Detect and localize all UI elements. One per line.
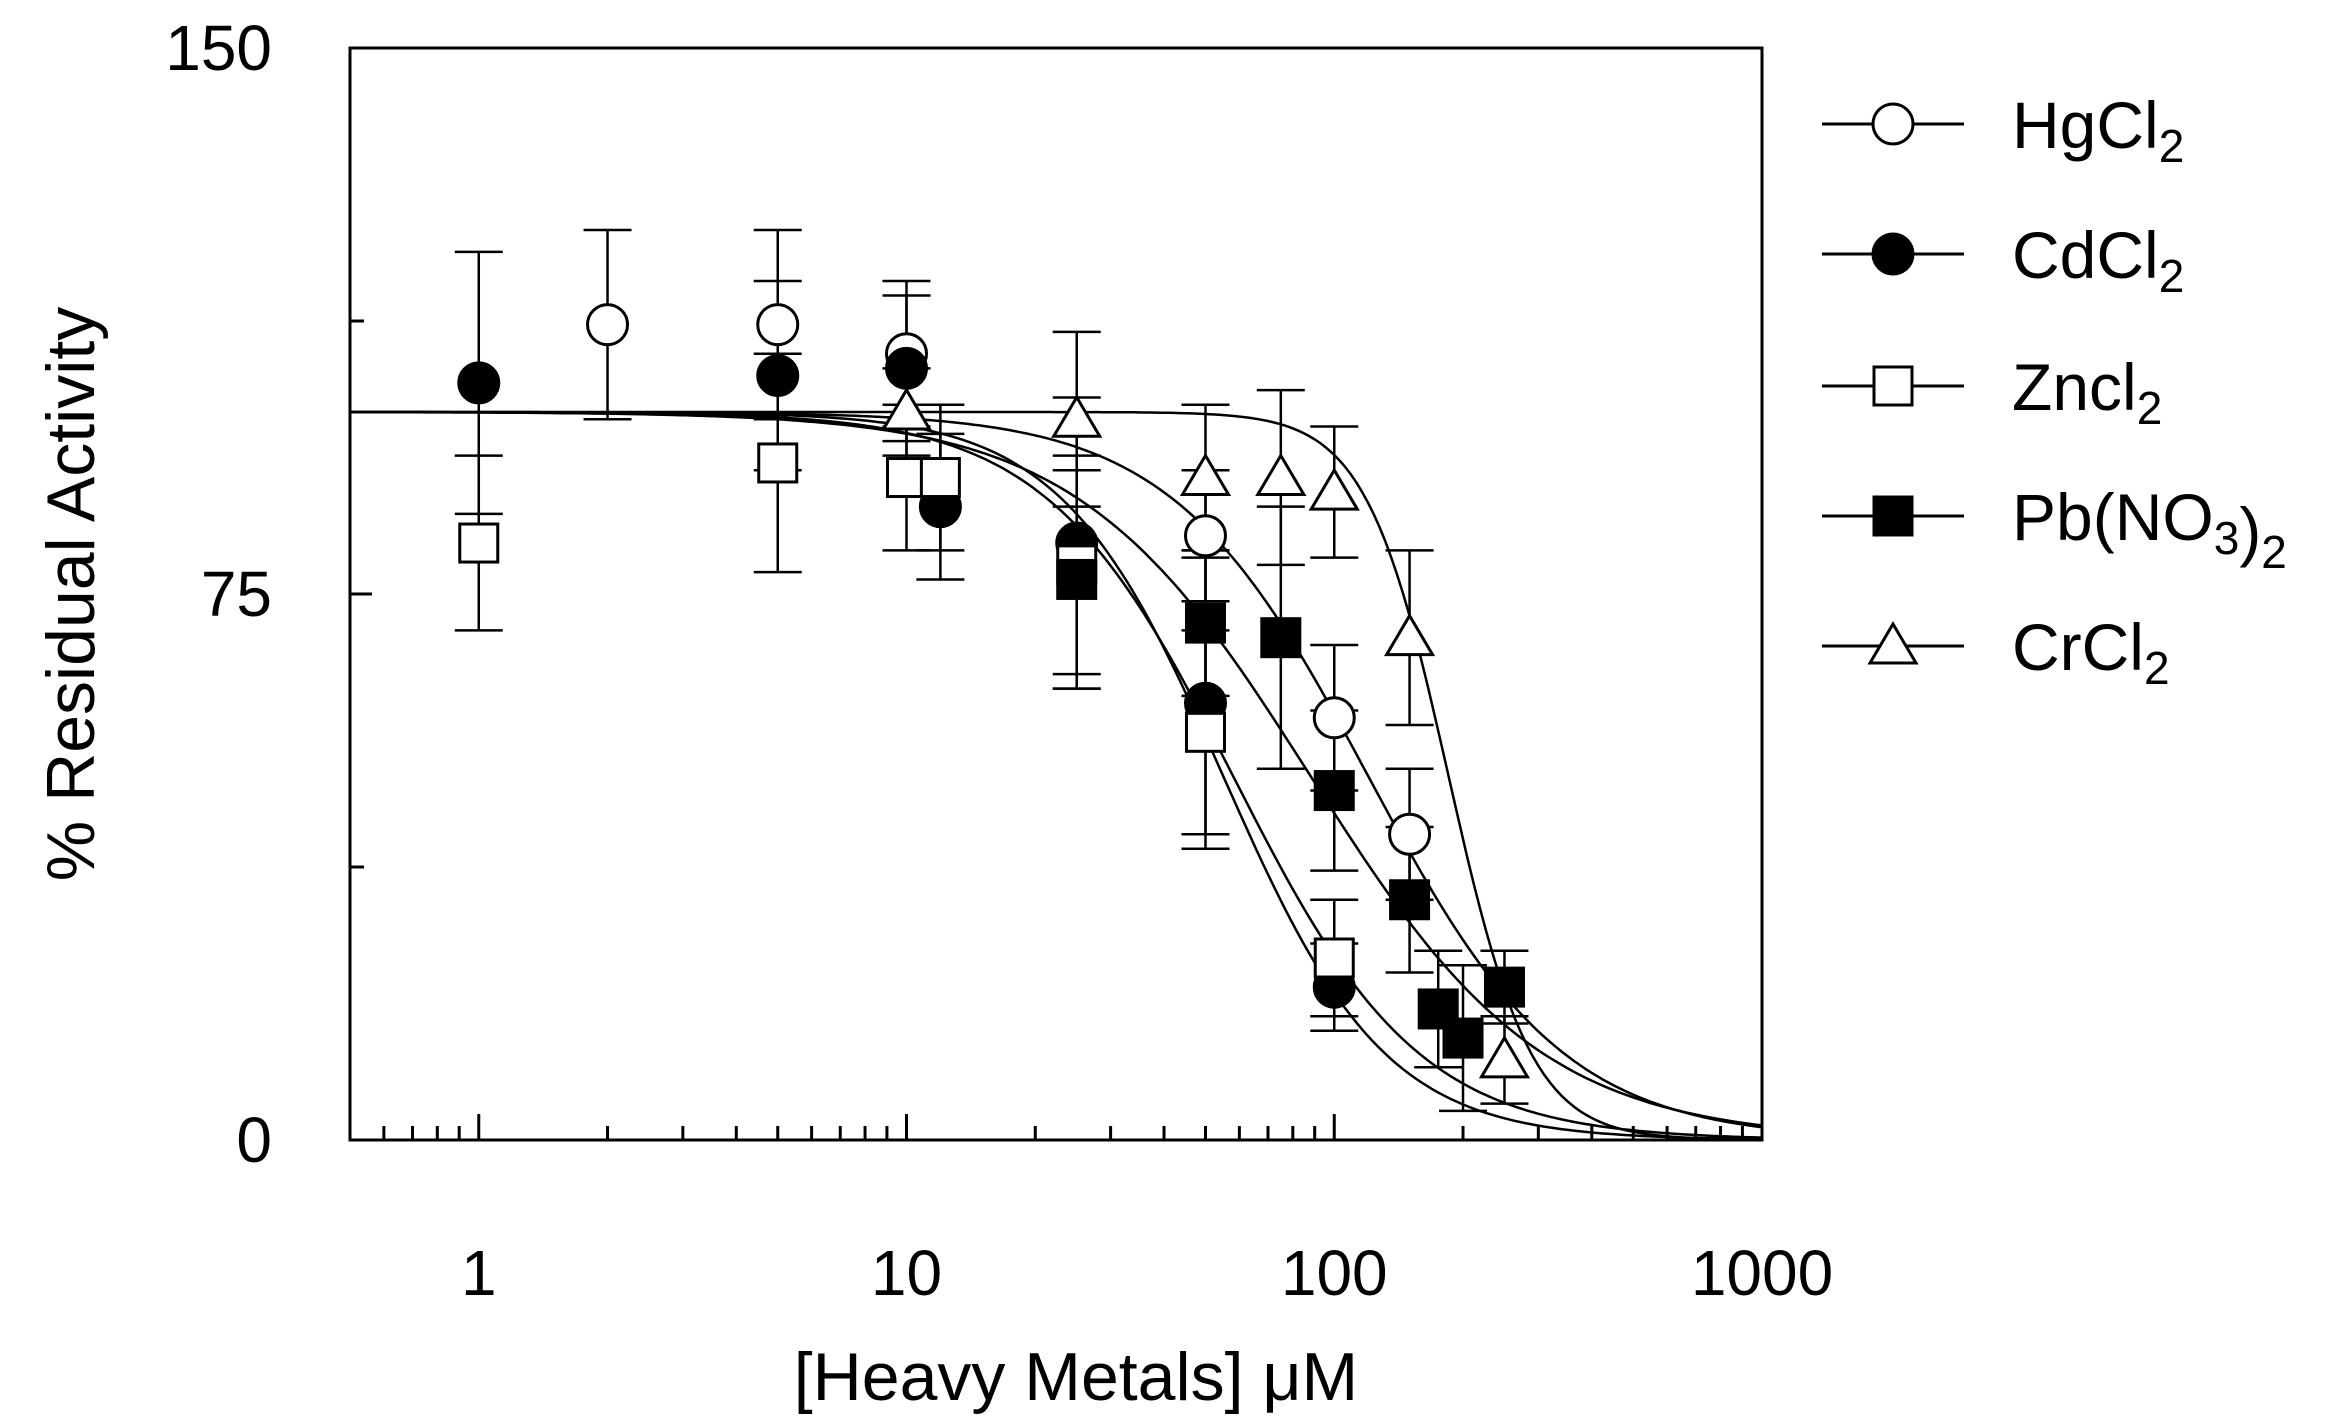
legend-label: Pb(NO3)2 — [2012, 480, 2287, 578]
error-bars — [454, 228, 1529, 1113]
plot-frame — [348, 46, 1764, 1142]
legend-item-zncl2: Zncl2 — [1822, 350, 2162, 434]
legend-marker — [1867, 621, 1919, 665]
fit-curve-hgcl2 — [350, 410, 1763, 1129]
data-point-pb(no3)2 — [1313, 770, 1355, 812]
data-point-cdcl2 — [457, 361, 501, 405]
x-tick-label: 10 — [871, 1237, 942, 1309]
data-point-pb(no3)2 — [1483, 966, 1525, 1008]
legend-marker — [1872, 365, 1914, 407]
data-point-crcl2 — [1383, 612, 1436, 657]
data-point-pb(no3)2 — [1184, 602, 1226, 644]
legend-marker — [1871, 102, 1915, 146]
y-tick-label: 75 — [201, 558, 272, 630]
x-tick-label: 1 — [461, 1237, 497, 1309]
legend-marker — [1871, 232, 1915, 276]
data-point-crcl2 — [1255, 452, 1307, 497]
data-point-pb(no3)2 — [1260, 617, 1302, 659]
legend-item-hgcl2: HgCl2 — [1822, 88, 2184, 172]
data-point-crcl2 — [1179, 452, 1232, 497]
legend-label: CrCl2 — [2012, 610, 2170, 694]
data-point-hgcl2 — [1388, 812, 1432, 856]
x-axis-title: [Heavy Metals] μM — [794, 1339, 1358, 1415]
legend-label: Zncl2 — [2012, 350, 2162, 434]
y-axis-title: % Residual Activity — [33, 307, 109, 881]
y-tick-label: 150 — [165, 12, 272, 84]
data-point-zncl2 — [1184, 711, 1226, 753]
data-point-crcl2 — [880, 387, 933, 431]
data-point-crcl2 — [1478, 1034, 1531, 1079]
data-point-hgcl2 — [586, 303, 630, 347]
legend-item-crcl2: CrCl2 — [1822, 610, 2170, 694]
x-axis: 1 10 100 1000 — [348, 1114, 1833, 1309]
fit-curves — [350, 410, 1763, 1141]
data-point-hgcl2 — [756, 303, 800, 347]
y-tick-label: 0 — [236, 1104, 272, 1176]
data-point-crcl2 — [1308, 467, 1360, 511]
data-point-cdcl2 — [885, 346, 929, 390]
fit-curve-cdcl2 — [350, 410, 1763, 1141]
data-point-crcl2 — [1051, 394, 1103, 438]
data-point-zncl2 — [919, 457, 961, 499]
legend-label: CdCl2 — [2012, 218, 2184, 302]
data-point-hgcl2 — [1183, 514, 1227, 558]
fit-curve-zncl2 — [350, 410, 1763, 1139]
legend: HgCl2 CdCl2 Zncl2 Pb(NO3)2 CrCl2 — [1822, 88, 2287, 694]
legend-item-pb(no3)2: Pb(NO3)2 — [1822, 480, 2287, 578]
data-point-zncl2 — [757, 442, 799, 484]
legend-label: HgCl2 — [2012, 88, 2184, 172]
data-point-pb(no3)2 — [1056, 558, 1098, 600]
data-point-zncl2 — [458, 522, 500, 564]
x-tick-label: 100 — [1281, 1237, 1388, 1309]
y-axis: 0 75 150 — [165, 12, 372, 1176]
data-point-hgcl2 — [1312, 696, 1356, 740]
legend-item-cdcl2: CdCl2 — [1822, 218, 2184, 302]
data-point-zncl2 — [886, 457, 928, 499]
x-tick-label: 1000 — [1691, 1237, 1833, 1309]
data-point-zncl2 — [1313, 937, 1355, 979]
data-point-pb(no3)2 — [1389, 879, 1431, 921]
fit-curve-crcl2 — [350, 410, 1762, 1141]
data-point-pb(no3)2 — [1442, 1017, 1484, 1059]
legend-marker — [1872, 495, 1914, 537]
data-markers — [457, 303, 1531, 1079]
data-point-cdcl2 — [756, 354, 800, 398]
fit-curve-pb(no3)2 — [350, 410, 1763, 1127]
